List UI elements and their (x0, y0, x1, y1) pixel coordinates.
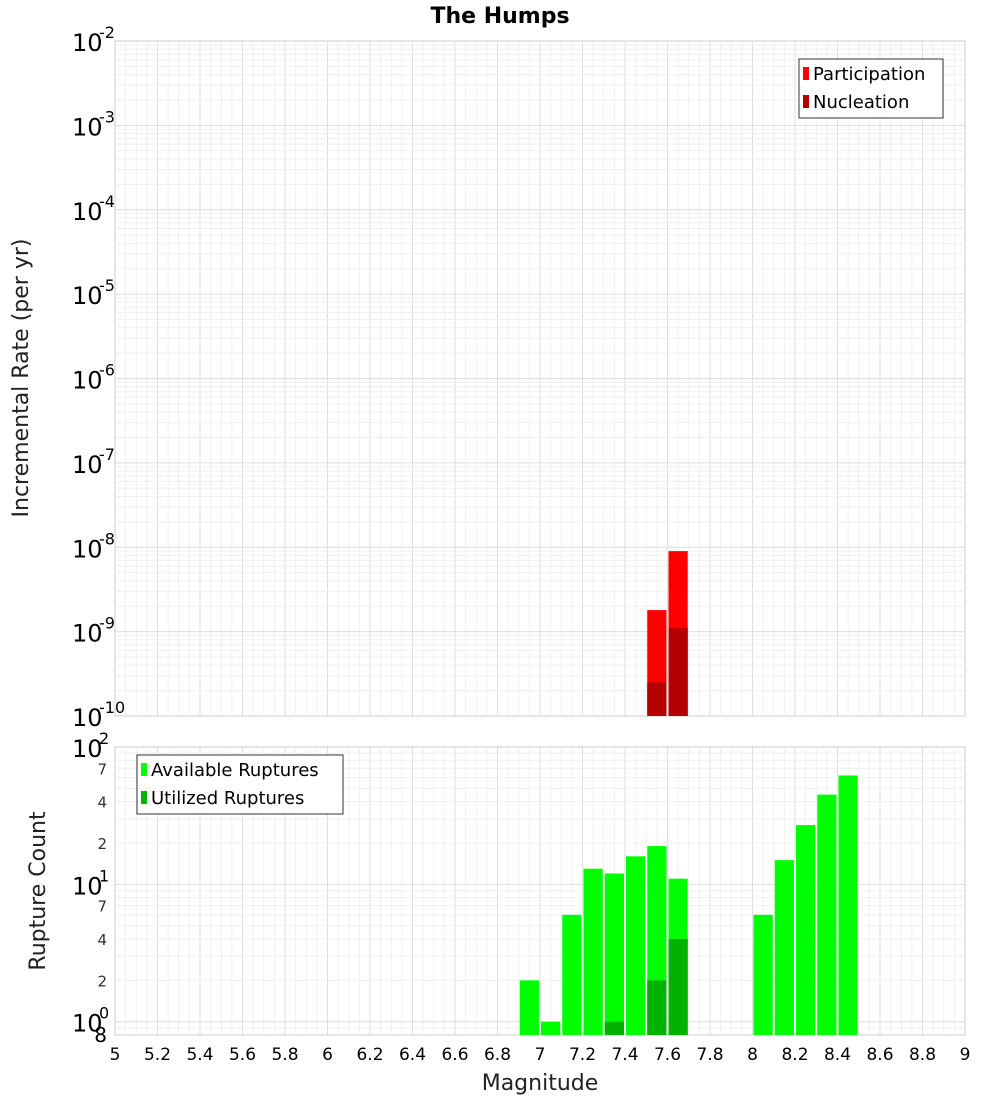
bottom-y-minor-tick-label: 2 (97, 972, 107, 990)
top-y-tick-base: 10 (72, 113, 103, 141)
x-tick-label: 5.8 (271, 1045, 298, 1065)
utilized-ruptures-bar (668, 939, 688, 1035)
available-ruptures-bar (817, 794, 837, 1035)
top-y-tick-exponent: -8 (99, 529, 115, 548)
legend-swatch-participation (803, 67, 809, 80)
bottom-y-tick-base: 10 (72, 872, 103, 900)
available-ruptures-bar (796, 825, 816, 1035)
top-y-tick-base: 10 (72, 29, 103, 57)
available-ruptures-bar (753, 914, 773, 1035)
top-legend: Participation Nucleation (798, 58, 944, 119)
x-tick-label: 6.2 (356, 1045, 383, 1065)
legend-label-nucleation: Nucleation (813, 92, 909, 113)
x-tick-label: 8.6 (866, 1045, 893, 1065)
top-y-tick-base: 10 (72, 704, 103, 732)
top-y-tick-base: 10 (72, 367, 103, 395)
bottom-y-minor-tick-label: 8 (94, 1023, 107, 1047)
top-legend-box (798, 58, 944, 119)
legend-swatch-utilized (141, 791, 147, 804)
available-ruptures-bar (838, 775, 858, 1035)
x-tick-label: 6.6 (441, 1045, 468, 1065)
available-ruptures-bar (562, 914, 582, 1035)
x-tick-label: 7 (535, 1045, 546, 1065)
top-y-tick-base: 10 (72, 451, 103, 479)
bottom-y-tick-base: 10 (72, 1010, 103, 1038)
top-y-tick-base: 10 (72, 282, 103, 310)
x-tick-label: 5 (110, 1045, 121, 1065)
bottom-y-minor-tick-label: 4 (97, 931, 107, 949)
x-tick-labels: 5 5.2 5.4 5.6 5.8 6 6.2 6.4 6.6 6.8 7 7.2 7.4 7.6 7.8 8… (110, 1045, 971, 1065)
legend-swatch-nucleation (803, 95, 809, 108)
utilized-ruptures-bar (604, 1021, 624, 1035)
top-grid (115, 41, 965, 716)
x-tick-label: 6.8 (484, 1045, 511, 1065)
bottom-y-tick-exponent: 0 (99, 1004, 109, 1023)
bottom-bars (519, 775, 858, 1035)
x-tick-label: 8.2 (781, 1045, 808, 1065)
x-tick-label: 8 (747, 1045, 758, 1065)
top-y-tick-exponent: -6 (99, 361, 115, 380)
bottom-y-tick-exponent: 2 (99, 729, 109, 748)
bottom-y-axis-label: Rupture Count (26, 811, 51, 971)
x-axis-label: Magnitude (482, 1071, 599, 1096)
x-tick-label: 7.4 (611, 1045, 638, 1065)
available-ruptures-bar (626, 856, 646, 1035)
available-ruptures-bar (519, 980, 539, 1035)
bottom-y-tick-base: 10 (72, 735, 103, 763)
legend-label-available-ruptures: Available Ruptures (151, 760, 319, 781)
x-tick-label: 8.8 (909, 1045, 936, 1065)
top-y-tick-base: 10 (72, 198, 103, 226)
legend-label-utilized-ruptures: Utilized Ruptures (151, 788, 304, 809)
top-y-tick-base: 10 (72, 535, 103, 563)
top-y-axis-label: Incremental Rate (per yr) (9, 239, 34, 518)
x-tick-label: 6.4 (399, 1045, 426, 1065)
x-tick-label: 6 (322, 1045, 333, 1065)
legend-label-participation: Participation (813, 64, 925, 85)
top-y-tick-exponent: -3 (99, 107, 115, 126)
legend-swatch-available (141, 763, 147, 776)
x-tick-label: 8.4 (824, 1045, 851, 1065)
bottom-y-minor-tick-label: 2 (97, 835, 107, 853)
utilized-ruptures-bar (647, 980, 667, 1035)
top-y-tick-exponent: -2 (99, 23, 115, 42)
nucleation-bar (647, 682, 667, 716)
x-tick-label: 5.6 (229, 1045, 256, 1065)
available-ruptures-bar (583, 868, 603, 1035)
available-ruptures-bar (541, 1021, 561, 1035)
top-y-tick-exponent: -4 (99, 192, 115, 211)
x-tick-label: 5.4 (186, 1045, 213, 1065)
top-y-tick-exponent: -5 (99, 276, 115, 295)
available-ruptures-bar (774, 860, 794, 1035)
bottom-y-minor-tick-label: 7 (97, 898, 107, 916)
x-tick-label: 5.2 (144, 1045, 171, 1065)
top-y-tick-base: 10 (72, 620, 103, 648)
top-y-tick-exponent: -7 (99, 445, 115, 464)
available-ruptures-bar (604, 873, 624, 1035)
top-y-tick-exponent: -10 (99, 698, 125, 717)
chart-title: The Humps (430, 4, 569, 29)
bottom-y-minor-tick-label: 7 (97, 760, 107, 778)
top-y-tick-exponent: -9 (99, 614, 115, 633)
bottom-legend: Available Ruptures Utilized Ruptures (136, 754, 344, 815)
x-tick-label: 7.8 (696, 1045, 723, 1065)
x-tick-label: 7.2 (569, 1045, 596, 1065)
nucleation-bar (668, 628, 688, 716)
x-tick-label: 7.6 (654, 1045, 681, 1065)
bottom-legend-box (136, 754, 344, 815)
bottom-y-tick-exponent: 1 (99, 866, 109, 885)
bottom-y-minor-tick-label: 4 (97, 794, 107, 812)
top-bars (647, 551, 688, 716)
x-tick-label: 9 (960, 1045, 971, 1065)
